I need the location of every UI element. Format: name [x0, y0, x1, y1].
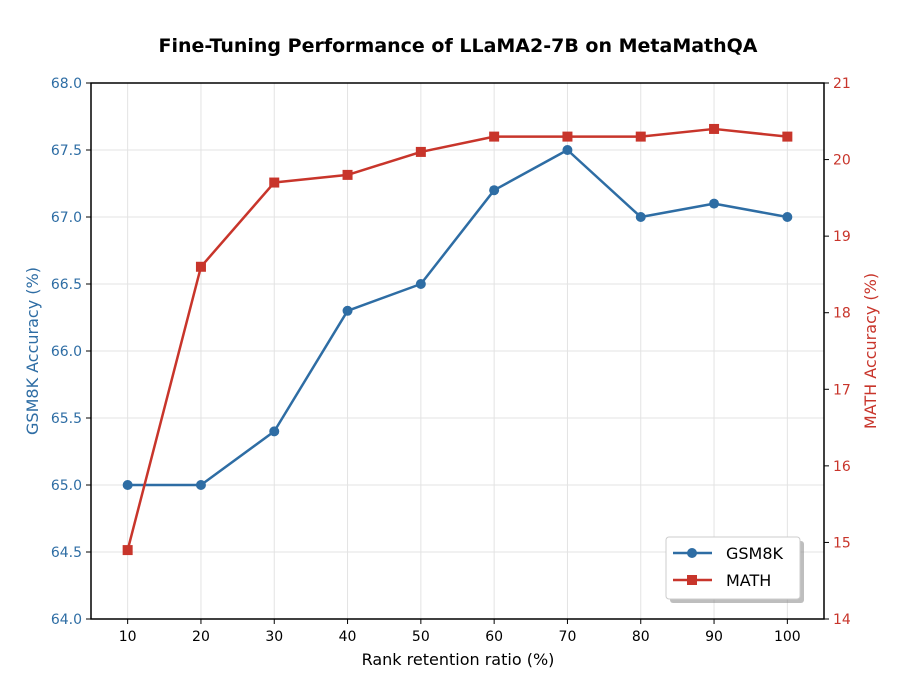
series-line-math	[126, 127, 788, 551]
data-point-math	[342, 169, 353, 180]
y-left-tick-label: 67.0	[51, 210, 82, 226]
legend-label-math: MATH	[726, 571, 771, 590]
x-tick-label: 90	[705, 629, 723, 645]
data-point-gsm8k	[415, 279, 426, 289]
y-left-tick-label: 64.0	[51, 612, 82, 628]
data-point-gsm8k	[122, 480, 133, 490]
data-point-math	[489, 131, 500, 142]
y-axis-right-label: MATH Accuracy (%)	[861, 273, 880, 429]
legend-square-marker	[687, 575, 697, 585]
y-left-tick-label: 66.5	[51, 277, 82, 293]
y-right-tick-label: 18	[833, 306, 851, 322]
series-gsm8k	[122, 145, 793, 490]
y-right-tick-label: 17	[833, 382, 851, 398]
y-right-tick-label: 20	[833, 153, 851, 169]
data-point-math	[122, 545, 133, 556]
y-right-tick-label: 16	[833, 459, 851, 475]
x-tick-label: 30	[265, 629, 283, 645]
data-point-math	[195, 261, 206, 272]
y-axis-right: 14 15 16 17 18 19 20 21	[824, 76, 851, 628]
x-axis: 10 20 30 40 50 60 70 80 90 100	[119, 619, 801, 645]
legend-circle-marker	[687, 548, 697, 558]
y-left-tick-label: 67.5	[51, 143, 82, 159]
legend-item-math: MATH	[673, 571, 771, 590]
y-left-tick-label: 64.5	[51, 545, 82, 561]
series-layer	[122, 123, 793, 556]
data-point-gsm8k	[489, 185, 500, 196]
series-line-gsm8k	[127, 148, 788, 487]
x-tick-label: 10	[119, 629, 137, 645]
data-point-gsm8k	[635, 212, 646, 222]
y-left-tick-label: 65.0	[51, 478, 82, 494]
series-math	[122, 123, 793, 556]
x-tick-label: 60	[485, 629, 503, 645]
y-axis-left-label: GSM8K Accuracy (%)	[23, 267, 42, 435]
x-tick-label: 20	[192, 629, 210, 645]
y-left-tick-label: 68.0	[51, 76, 82, 92]
y-left-tick-label: 65.5	[51, 411, 82, 427]
data-point-math	[782, 131, 793, 142]
legend-label-gsm8k: GSM8K	[726, 544, 784, 563]
data-point-math	[635, 131, 646, 142]
y-right-tick-label: 14	[833, 612, 851, 628]
data-point-math	[415, 146, 426, 157]
chart-title: Fine-Tuning Performance of LLaMA2-7B on …	[158, 35, 757, 57]
legend: GSM8K MATH	[665, 536, 804, 603]
data-point-gsm8k	[195, 480, 206, 490]
data-point-gsm8k	[269, 426, 280, 437]
data-point-math	[562, 131, 573, 142]
data-point-gsm8k	[709, 198, 720, 209]
x-tick-label: 100	[774, 629, 801, 645]
data-point-gsm8k	[782, 212, 793, 222]
y-right-tick-label: 15	[833, 535, 851, 551]
x-tick-label: 80	[632, 629, 650, 645]
x-tick-label: 70	[559, 629, 577, 645]
y-axis-left: 64.0 64.5 65.0 65.5 66.0 66.5 67.0 67.5 68.0	[51, 76, 91, 628]
data-point-math	[709, 123, 720, 134]
legend-item-gsm8k: GSM8K	[673, 544, 784, 563]
x-axis-label: Rank retention ratio (%)	[362, 650, 555, 669]
data-point-math	[269, 177, 280, 188]
data-point-gsm8k	[342, 305, 353, 316]
x-tick-label: 50	[412, 629, 430, 645]
y-right-tick-label: 21	[833, 76, 851, 92]
y-right-tick-label: 19	[833, 229, 851, 245]
data-point-gsm8k	[562, 145, 573, 155]
y-left-tick-label: 66.0	[51, 344, 82, 360]
x-tick-label: 40	[339, 629, 357, 645]
